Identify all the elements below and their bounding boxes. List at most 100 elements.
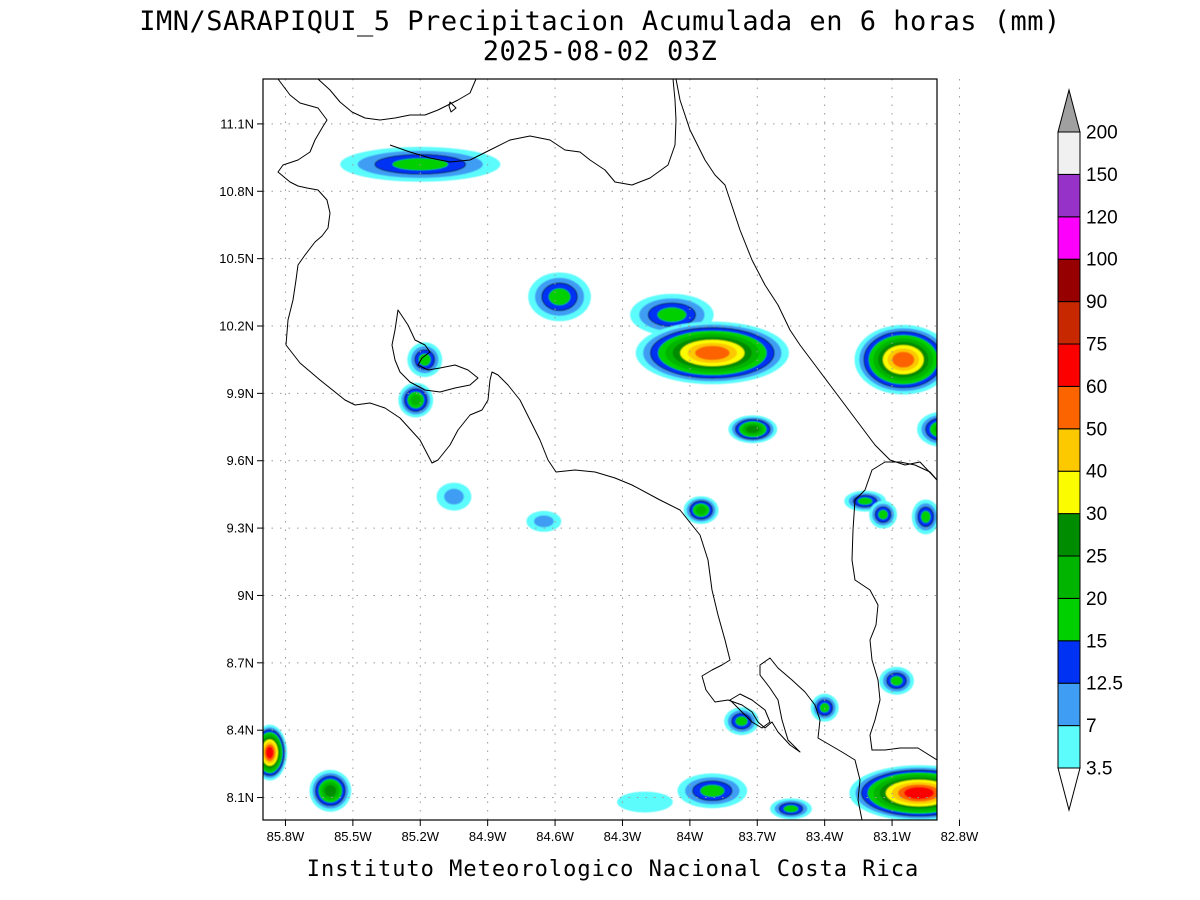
precip-contour-level — [548, 288, 571, 306]
precip-contour-level — [892, 351, 915, 368]
precip-contour-level — [890, 675, 903, 686]
longitude-axis-labels: 85.8W 85.5W 85.2W 84.9W 84.6W 84.3W 84W 83.7W 83… — [267, 820, 979, 844]
colorbar-segment — [1057, 682, 1081, 727]
colorbar-over-triangle — [1057, 88, 1081, 133]
precip-cell-tortuguero — [854, 324, 937, 395]
precip-contour-level — [657, 307, 687, 323]
colorbar-segment — [1057, 428, 1081, 472]
precip-cell-central-2 — [526, 510, 562, 532]
precip-contour-level — [418, 353, 431, 366]
precip-cell-south-sea-2 — [770, 798, 812, 820]
institution-footer: Instituto Meteorologico Nacional Costa R… — [307, 857, 920, 882]
colorbar-segment — [1057, 725, 1081, 769]
lon-tick-label: 85.8W — [267, 829, 305, 844]
precip-contour-level — [410, 394, 422, 406]
colorbar-segment — [1057, 640, 1081, 684]
precip-cell-osa — [810, 693, 839, 722]
lat-tick-label: 10.5N — [219, 251, 254, 266]
precip-contour-level — [878, 509, 888, 520]
precip-contour-level — [903, 787, 935, 800]
precip-cell-burica — [849, 765, 937, 820]
colorbar-segment — [1057, 301, 1081, 345]
precip-contour-level — [746, 425, 760, 434]
peninsula-nicoya — [391, 309, 479, 393]
lat-tick-label: 11.1N — [220, 116, 254, 131]
precip-cell-south-sea-1 — [677, 773, 748, 809]
gulf-dulce-shore — [729, 693, 771, 729]
colorbar-segment — [1057, 173, 1081, 218]
colorbar-segment — [1057, 513, 1081, 557]
precip-cell-sw-corner — [263, 724, 288, 781]
precip-cell-caribe-sur — [959, 524, 987, 587]
precip-contour-level — [959, 524, 987, 587]
precip-cell-nicoya-north — [407, 342, 443, 378]
precip-contour-level — [695, 345, 730, 361]
precip-contour-level — [735, 716, 748, 727]
map-title-line2: 2025-08-02 03Z — [483, 36, 718, 67]
lat-tick-label: 9N — [237, 588, 254, 603]
precip-contour-level — [444, 488, 464, 505]
colorbar-label: 200 — [1086, 123, 1118, 144]
precip-contour-level — [265, 746, 274, 759]
precip-contour-level — [617, 791, 673, 813]
precip-cell-sarapiqui — [635, 321, 789, 385]
precip-contour-level — [929, 421, 937, 437]
map-title-line1: IMN/SARAPIQUI_5 Precipitacion Acumulada … — [139, 6, 1061, 37]
lat-tick-label: 9.9N — [227, 386, 254, 401]
map-plot-area: 11.1N 10.8N 10.5N 10.2N 9.9N 9.6N 9.3N 9N 8.7N 8.… — [219, 78, 987, 844]
lat-tick-label: 8.4N — [227, 723, 254, 738]
precip-cell-limon — [917, 412, 937, 447]
lat-tick-label: 8.7N — [227, 655, 254, 670]
lon-tick-label: 82.8W — [941, 829, 979, 844]
colorbar-label: 40 — [1086, 462, 1107, 483]
colorbar-segment — [1057, 555, 1081, 599]
lat-tick-label: 9.3N — [227, 521, 254, 536]
colorbar-under-triangle — [1057, 767, 1081, 812]
colorbar-label: 90 — [1086, 292, 1107, 313]
colorbar-label: 12.5 — [1086, 674, 1123, 695]
colorbar-segment — [1057, 216, 1081, 260]
colorbar-label: 150 — [1086, 165, 1118, 186]
colorbar-segment — [1057, 258, 1081, 303]
lon-tick-label: 83.1W — [873, 829, 911, 844]
lon-tick-label: 84.9W — [469, 829, 507, 844]
map-frame — [262, 78, 938, 821]
lat-tick-label: 8.1N — [227, 790, 254, 805]
colorbar-label: 3.5 — [1086, 759, 1112, 780]
precip-cell-golfito — [879, 666, 914, 695]
precip-cell-talamanca-2 — [911, 499, 937, 535]
precip-cell-south-sea-3 — [617, 791, 673, 813]
nicaragua-lake-shore — [277, 79, 863, 820]
precip-contour-level — [700, 784, 725, 797]
precipitation-field — [263, 146, 987, 820]
lat-tick-label: 9.6N — [227, 453, 254, 468]
caribbean-coast — [675, 79, 937, 481]
precip-contour-level — [783, 805, 799, 813]
colorbar-label: 120 — [1086, 207, 1118, 228]
precip-cell-peninsula-osa — [724, 707, 759, 736]
colorbar-label: 7 — [1086, 716, 1097, 737]
colorbar-segment — [1057, 385, 1081, 430]
lon-tick-label: 83.7W — [738, 829, 776, 844]
lon-tick-label: 84.6W — [536, 829, 574, 844]
lon-tick-label: 85.2W — [401, 829, 439, 844]
precip-contour-level — [934, 425, 937, 434]
lat-tick-label: 10.2N — [219, 319, 254, 334]
lat-lon-grid — [263, 79, 960, 820]
precip-contour-level — [857, 497, 873, 505]
latitude-axis-labels: 11.1N 10.8N 10.5N 10.2N 9.9N 9.6N 9.3N 9N 8.7N 8.… — [219, 116, 263, 805]
precip-cell-sw-2 — [309, 769, 352, 812]
precip-contour-level — [819, 702, 830, 713]
coastline-and-borders — [277, 79, 937, 820]
lon-tick-label: 85.5W — [334, 829, 372, 844]
colorbar-label: 20 — [1086, 589, 1107, 610]
precip-cell-nicoya-south — [398, 382, 434, 418]
lake-nicaragua-south — [389, 79, 677, 186]
precip-contour-level — [695, 505, 707, 515]
colorbar-label: 25 — [1086, 547, 1107, 568]
colorbar-segment — [1057, 470, 1081, 515]
precip-contour-level — [963, 533, 983, 577]
lon-tick-label: 83.4W — [806, 829, 844, 844]
colorbar-label: 100 — [1086, 250, 1118, 271]
